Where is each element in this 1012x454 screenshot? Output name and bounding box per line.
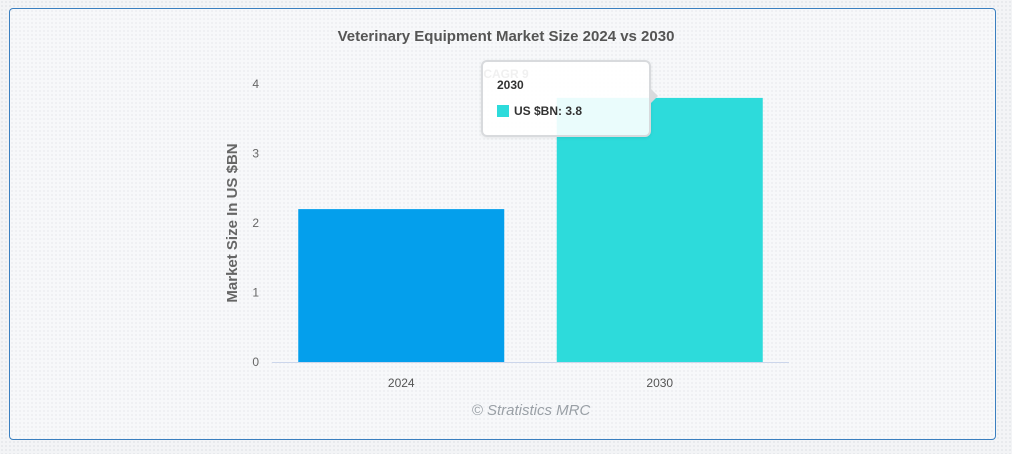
tooltip-title: 2030 [497,78,524,92]
y-tick-label: 0 [252,355,259,369]
tooltip-value: US $BN: 3.8 [514,104,583,118]
bar-2024 [298,209,505,362]
x-tick-label: 2030 [646,376,673,390]
y-tick-label: 2 [252,216,259,230]
tooltip-swatch [497,105,509,117]
y-tick-label: 1 [252,286,259,300]
bar-tooltip: 2030 US $BN: 3.8 [481,60,658,137]
tooltip-row: US $BN: 3.8 [497,104,582,118]
y-tick-label: 3 [252,147,259,161]
y-tick-label: 4 [252,77,259,91]
chart-credit: © Stratistics MRC [471,402,591,419]
y-axis-title: Market Size In US $BN [224,143,241,302]
bar-2030 [556,97,763,363]
x-tick-label: 2024 [388,376,415,390]
chart-title: Veterinary Equipment Market Size 2024 vs… [337,28,675,45]
